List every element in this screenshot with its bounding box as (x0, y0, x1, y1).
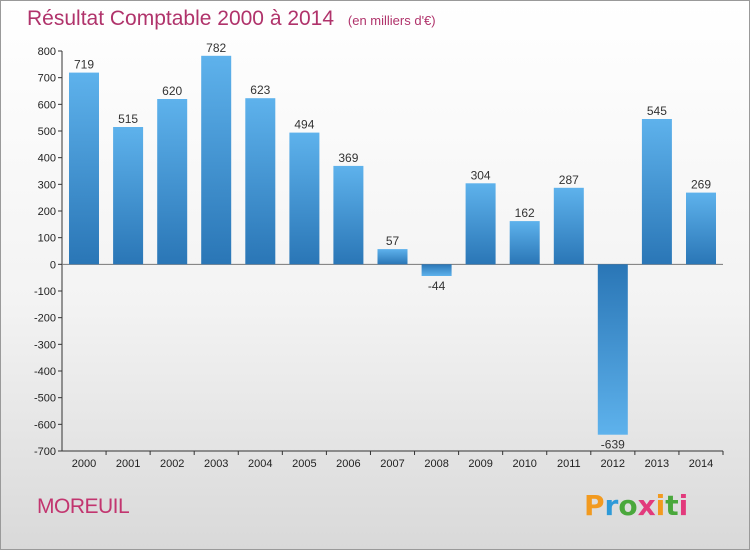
x-tick-label: 2014 (689, 458, 713, 470)
chart-title-text: Résultat Comptable 2000 à 2014 (27, 7, 335, 30)
bar-2009 (465, 183, 496, 265)
bar-2005 (289, 132, 320, 265)
logo-letter: t (665, 489, 679, 522)
y-tick-label: -700 (34, 446, 56, 458)
bar-2003 (201, 55, 232, 265)
data-label-2008: -44 (428, 279, 446, 293)
y-tick-label: 500 (38, 126, 56, 138)
y-tick-label: 0 (50, 259, 56, 271)
bar-2014 (686, 192, 716, 265)
x-tick-label: 2000 (72, 458, 96, 470)
y-tick-label: -200 (34, 313, 56, 325)
data-label-2007: 57 (386, 234, 400, 248)
chart-data-labels: 719 515 620 782 623 494 369 57 -44 304 162 287 -639 5… (74, 41, 711, 452)
y-tick-label: 300 (38, 179, 56, 191)
x-tick-label: 2012 (601, 458, 625, 470)
bar-2012 (597, 264, 628, 435)
logo-letter: i (655, 489, 666, 522)
town-name: MOREUIL (37, 495, 130, 518)
x-tick-label: 2002 (160, 458, 184, 470)
logo-letter: r (604, 489, 619, 522)
chart-axes: 800 700 600 500 400 300 200 100 0 -100 -200 -300 -40… (34, 46, 724, 470)
y-tick-label: -300 (34, 339, 56, 351)
x-tick-label: 2006 (336, 458, 360, 470)
y-tick-label: 100 (38, 233, 56, 245)
x-tick-label: 2004 (248, 458, 272, 470)
x-tick-label: 2003 (204, 458, 228, 470)
x-tick-label: 2011 (557, 458, 581, 470)
x-tick-label: 2013 (645, 458, 669, 470)
data-label-2000: 719 (74, 58, 94, 72)
chart-subtitle: (en milliers d'€) (347, 13, 436, 28)
chart-title: Résultat Comptable 2000 à 2014 (en milli… (27, 7, 436, 31)
x-tick-label: 2010 (512, 458, 536, 470)
data-label-2002: 620 (162, 84, 182, 98)
data-label-2006: 369 (338, 151, 358, 165)
data-label-2013: 545 (647, 104, 667, 118)
y-tick-label: 800 (38, 46, 56, 58)
y-tick-label: 400 (38, 153, 56, 165)
data-label-2014: 269 (691, 178, 711, 192)
bar-2008 (421, 264, 452, 276)
data-label-2003: 782 (206, 41, 226, 55)
x-tick-label: 2001 (116, 458, 140, 470)
y-tick-label: -100 (34, 286, 56, 298)
y-tick-label: 200 (38, 206, 56, 218)
bar-2004 (245, 98, 276, 265)
bar-2010 (509, 221, 540, 265)
y-tick-label: -400 (34, 366, 56, 378)
bar-2007 (377, 249, 408, 265)
y-tick-label: -600 (34, 419, 56, 431)
x-tick-label: 2008 (424, 458, 448, 470)
bar-2000 (69, 72, 99, 265)
data-label-2012: -639 (601, 438, 625, 452)
bar-2006 (333, 165, 364, 265)
logo-letter: i (678, 489, 689, 522)
bar-2001 (113, 127, 144, 265)
x-tick-label: 2009 (468, 458, 492, 470)
y-tick-label: 700 (38, 73, 56, 85)
bar-2011 (553, 187, 584, 265)
y-tick-label: -500 (34, 393, 56, 405)
x-tick-label: 2007 (380, 458, 404, 470)
logo-letter: P (584, 489, 605, 522)
data-label-2001: 515 (118, 112, 138, 126)
data-label-2005: 494 (294, 118, 314, 132)
logo-letter: o (618, 489, 638, 522)
chart-bars (69, 55, 716, 435)
logo-letter: x (637, 489, 656, 522)
data-label-2004: 623 (250, 83, 270, 97)
data-label-2010: 162 (515, 206, 535, 220)
bar-2002 (157, 99, 188, 265)
data-label-2009: 304 (471, 168, 491, 182)
data-label-2011: 287 (559, 173, 579, 187)
proxiti-logo: Proxiti (584, 489, 688, 522)
bar-2013 (641, 119, 672, 265)
y-tick-label: 600 (38, 99, 56, 111)
x-tick-label: 2005 (292, 458, 316, 470)
